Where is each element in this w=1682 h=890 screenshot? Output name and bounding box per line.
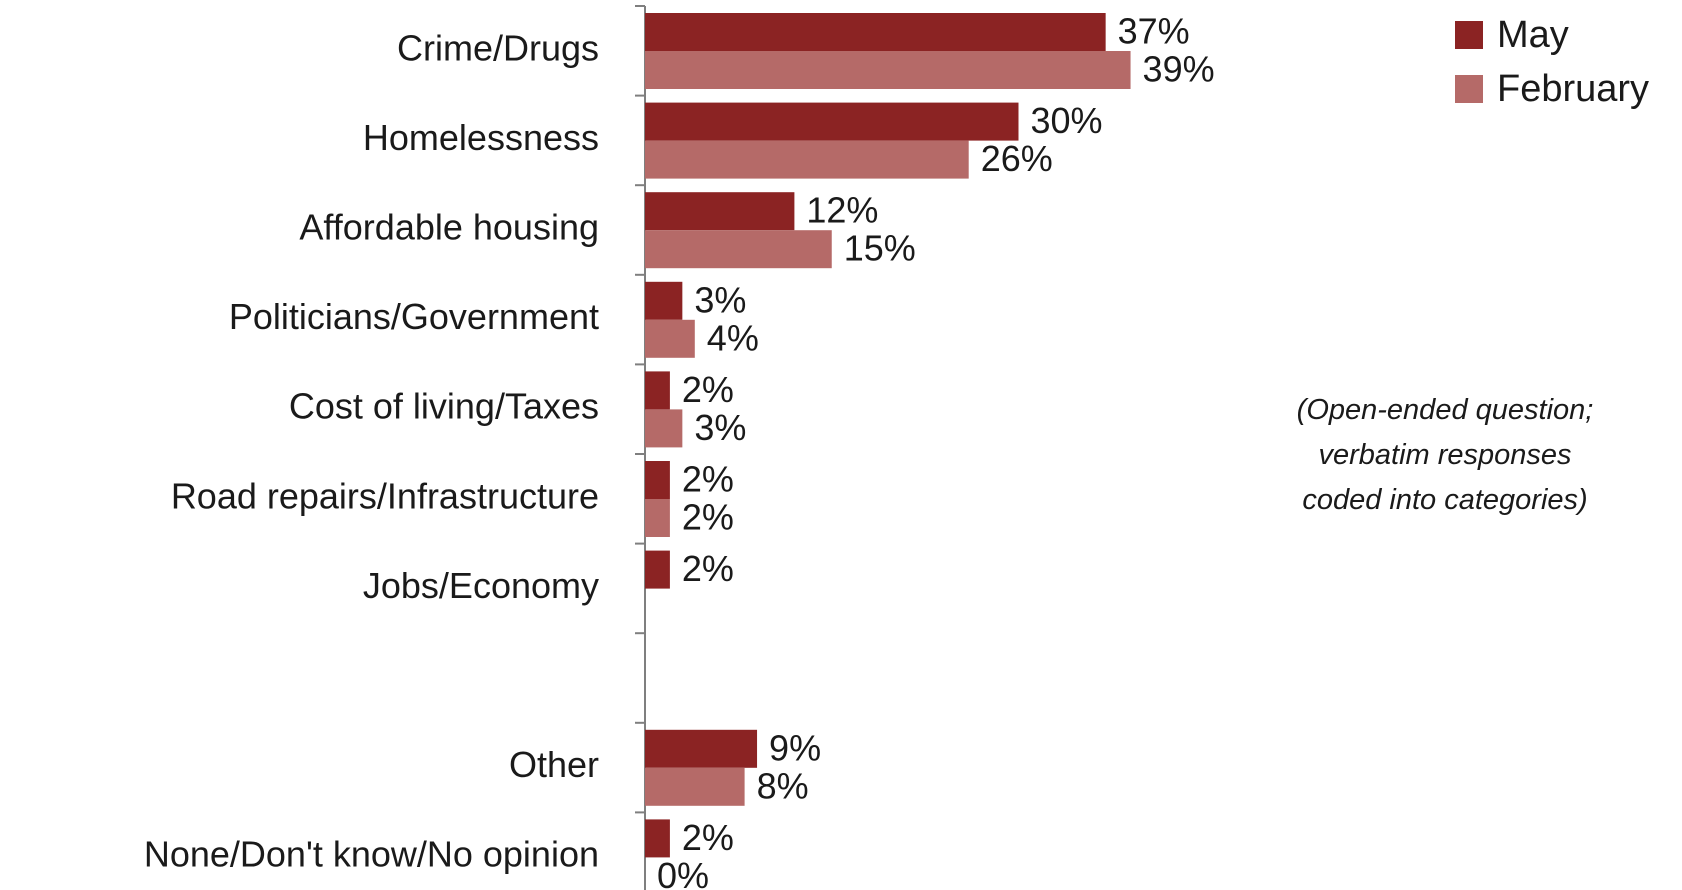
category-label: Affordable housing [299,207,599,248]
category-label: Crime/Drugs [397,27,599,68]
annotation-line-2: verbatim responses [1318,439,1572,471]
data-label-february: 8% [757,765,809,806]
category-label: Jobs/Economy [363,565,599,606]
legend-swatch-may [1455,21,1483,49]
data-label-may: 30% [1031,100,1103,141]
category-label: Homelessness [363,117,599,158]
bar-may [645,819,670,858]
legend-item-february: February [1455,62,1649,116]
bar-may [645,192,795,231]
bar-february [645,319,695,358]
bar-february [645,499,670,537]
bar-may [645,281,683,320]
category-label: Other [509,744,599,785]
bar-may [645,102,1019,141]
data-label-february: 2% [682,497,734,538]
bar-may [645,550,670,589]
bar-february [645,140,969,179]
legend-item-may: May [1455,8,1649,62]
data-label-february: 4% [707,317,759,358]
bar-may [645,729,758,768]
bar-may [645,371,670,410]
bars-layer [645,13,1131,858]
data-label-may: 2% [682,548,734,589]
annotation-note: (Open-ended question; verbatim responses… [1235,388,1655,523]
annotation-line-3: coded into categories) [1302,484,1588,516]
category-label: Cost of living/Taxes [289,386,599,427]
data-label-may: 37% [1118,11,1190,52]
data-label-february: 15% [844,228,916,269]
data-label-february: 39% [1143,49,1215,90]
bar-february [645,767,745,806]
category-label: None/Don't know/No opinion [144,834,599,875]
legend-swatch-february [1455,75,1483,103]
data-label-may: 3% [694,279,746,320]
legend: May February [1455,8,1649,116]
legend-label-february: February [1497,67,1650,110]
bar-february [645,409,683,448]
annotation-line-1: (Open-ended question; [1296,394,1594,426]
category-label: Politicians/Government [229,296,599,337]
bar-february [645,51,1131,89]
bar-february [645,230,832,269]
bar-may [645,13,1106,51]
data-label-may: 2% [682,369,734,410]
axis-layer [635,5,646,890]
labels-layer: Crime/Drugs 37%39% Homelessness 30%26% Affor… [144,11,1215,890]
bar-may [645,461,670,499]
data-label-february: 3% [694,407,746,448]
legend-label-may: May [1497,13,1569,56]
data-label-february: 0% [657,855,709,890]
data-label-may: 9% [769,727,821,768]
data-label-may: 12% [806,190,878,231]
category-label: Road repairs/Infrastructure [171,475,599,516]
data-label-february: 26% [981,138,1053,179]
data-label-may: 2% [682,459,734,500]
data-label-may: 2% [682,817,734,858]
